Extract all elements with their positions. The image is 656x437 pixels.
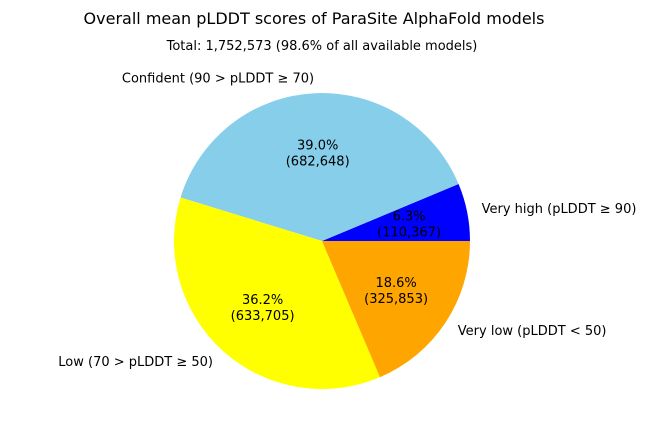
chart-subtitle: Total: 1,752,573 (98.6% of all available… <box>166 39 478 54</box>
chart-title: Overall mean pLDDT scores of ParaSite Al… <box>84 9 545 28</box>
slice-count-1: (682,648) <box>286 154 350 169</box>
slice-count-2: (633,705) <box>231 309 295 324</box>
pie-slice-3 <box>322 241 470 378</box>
pie-slices <box>174 93 470 389</box>
slice-percent-3: 18.6% <box>375 276 416 291</box>
pie-slice-2 <box>174 197 380 389</box>
slice-label-1: Confident (90 > pLDDT ≥ 70) <box>122 71 314 86</box>
slice-count-0: (110,367) <box>377 226 441 241</box>
slice-label-0: Very high (pLDDT ≥ 90) <box>482 202 637 217</box>
pie-slice-1 <box>180 93 459 241</box>
slice-percent-1: 39.0% <box>297 138 338 153</box>
slice-label-3: Very low (pLDDT < 50) <box>458 324 607 339</box>
slice-count-3: (325,853) <box>364 292 428 307</box>
pie-labels: Very high (pLDDT ≥ 90) 6.3%(110,367) Confi… <box>58 71 637 370</box>
pie-slice-0 <box>322 183 470 241</box>
slice-label-2: Low (70 > pLDDT ≥ 50) <box>58 355 213 370</box>
slice-percent-0: 6.3% <box>393 210 426 225</box>
slice-percent-2: 36.2% <box>242 293 283 308</box>
